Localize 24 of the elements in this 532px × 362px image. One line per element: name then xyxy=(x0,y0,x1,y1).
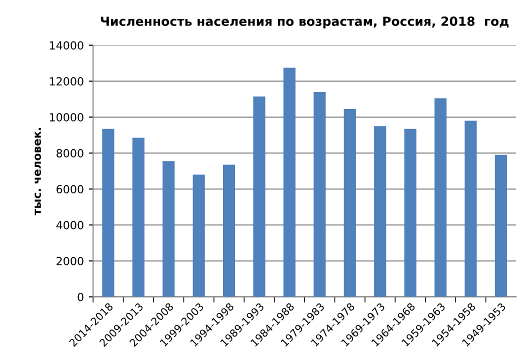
bar xyxy=(223,164,236,297)
bar xyxy=(494,154,507,297)
y-tick-label: 12000 xyxy=(50,77,84,86)
bar xyxy=(464,120,477,297)
y-tick-label: 4000 xyxy=(56,220,84,230)
bar xyxy=(162,161,175,297)
bar xyxy=(404,128,416,297)
y-tick-label: 0 xyxy=(78,292,84,302)
y-tick-label: 14000 xyxy=(50,41,84,50)
y-tick-label: 6000 xyxy=(56,184,84,194)
y-tick-label: 8000 xyxy=(56,149,84,158)
bar xyxy=(132,138,144,297)
y-axis-title: тыс. человек. xyxy=(34,128,42,216)
chart-title: Численность населения по возрастам, Россия, 2018 год xyxy=(100,16,509,28)
bar xyxy=(314,92,326,297)
bar xyxy=(434,98,447,297)
bar xyxy=(192,174,205,297)
bar xyxy=(344,109,356,297)
bar xyxy=(253,96,266,297)
bar xyxy=(102,128,114,297)
y-tick-label: 2000 xyxy=(56,256,84,266)
y-tick-label: 10000 xyxy=(50,113,84,122)
bar xyxy=(374,126,386,297)
bar xyxy=(283,68,296,297)
